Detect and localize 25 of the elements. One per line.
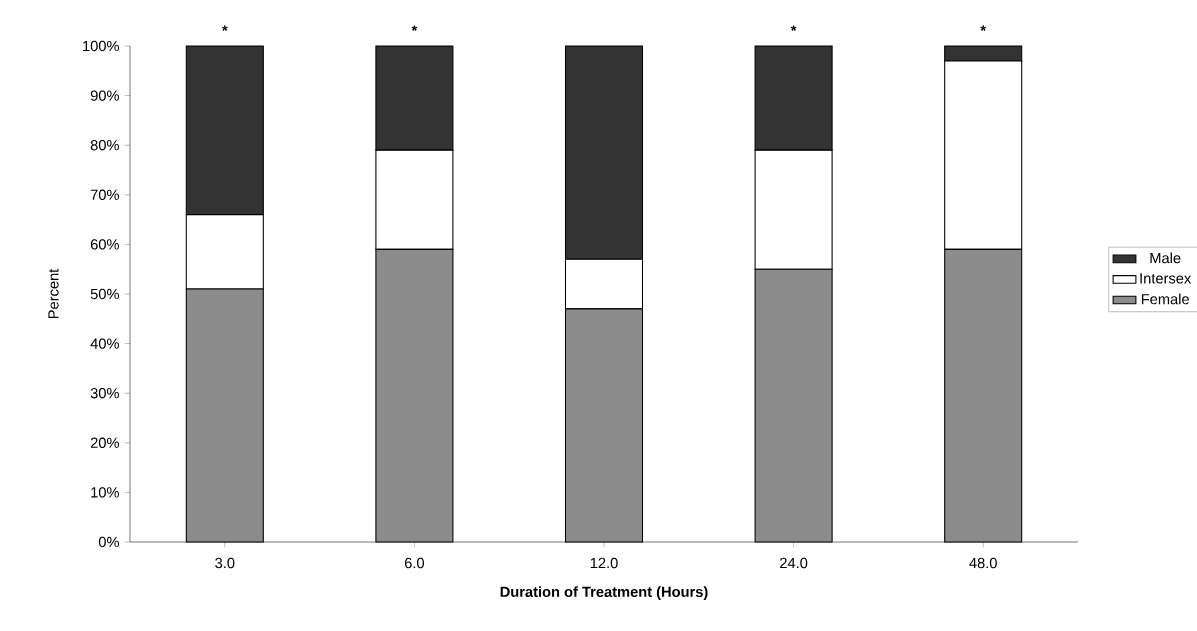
y-tick-label: 70% (90, 189, 119, 200)
annotation: * (411, 25, 418, 31)
y-tick-label: 40% (90, 338, 119, 349)
legend-label: Intersex (1140, 273, 1192, 284)
x-tick-label: 6.0 (404, 557, 425, 569)
x-axis-title: Duration of Treatment (Hours) (500, 586, 708, 600)
y-axis-title: Percent (48, 268, 59, 319)
legend-label: Male (1150, 252, 1181, 264)
x-tick-label: 48.0 (969, 557, 997, 569)
annotation: * (221, 25, 228, 31)
y-tick-label: 30% (90, 388, 119, 399)
x-tick-label: 3.0 (215, 557, 235, 569)
y-tick-label: 10% (91, 487, 119, 498)
y-tick-label: 90% (90, 90, 119, 101)
annotation: * (980, 25, 987, 31)
y-tick-label: 50% (90, 288, 119, 300)
x-tick-label: 12.0 (590, 557, 618, 569)
annotation: * (790, 25, 797, 31)
legend-label: Female (1141, 293, 1189, 305)
y-tick-label: 100% (83, 40, 119, 52)
y-tick-label: 60% (90, 239, 119, 250)
y-tick-label: 20% (90, 437, 119, 448)
x-tick-label: 24.0 (780, 557, 808, 569)
y-tick-label: 0% (98, 536, 119, 548)
y-tick-label: 80% (90, 140, 119, 151)
